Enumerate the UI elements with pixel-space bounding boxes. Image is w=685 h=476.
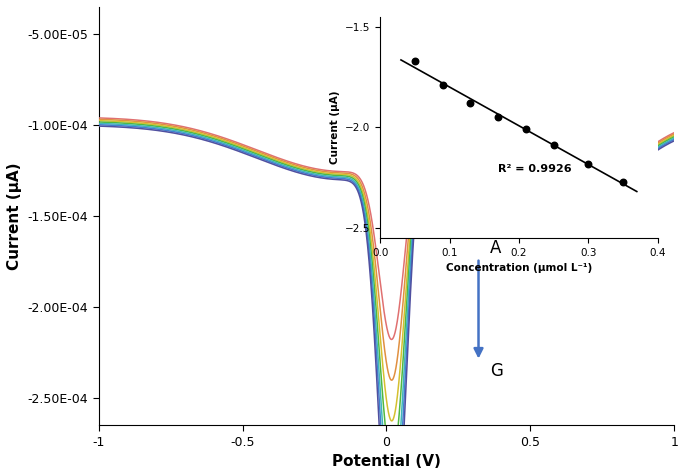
Point (583, 160, 594, 168)
Text: A: A (490, 239, 501, 257)
Point (493, 113, 503, 121)
Point (521, 126, 532, 133)
X-axis label: Potential (V): Potential (V) (332, 454, 441, 469)
Text: R² = 0.9926: R² = 0.9926 (498, 164, 572, 174)
X-axis label: Concentration (μmol L⁻¹): Concentration (μmol L⁻¹) (446, 263, 592, 273)
Y-axis label: Current (μA): Current (μA) (7, 162, 22, 270)
Point (465, 99, 476, 107)
Point (437, 81, 448, 89)
Point (617, 178, 628, 186)
Point (410, 57, 421, 65)
Y-axis label: Current (μA): Current (μA) (329, 90, 340, 164)
Point (548, 142, 559, 149)
Text: G: G (490, 362, 503, 380)
